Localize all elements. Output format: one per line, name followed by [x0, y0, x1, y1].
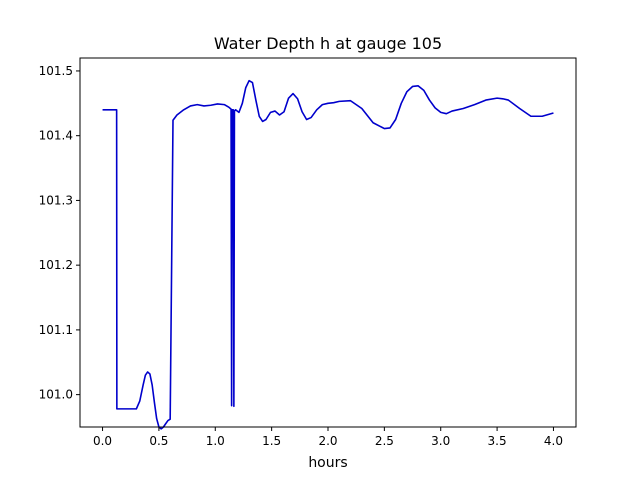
x-tick-label: 2.5: [375, 434, 394, 448]
axes-frame: [79, 57, 577, 428]
y-tick-label: 101.0: [39, 388, 73, 402]
y-tick-label: 101.4: [39, 129, 73, 143]
x-tick-label: 3.5: [488, 434, 507, 448]
chart-title: Water Depth h at gauge 105: [214, 34, 442, 53]
y-tick-label: 101.2: [39, 258, 73, 272]
y-tick-label: 101.5: [39, 64, 73, 78]
y-tick-label: 101.1: [39, 323, 73, 337]
x-axis-label: hours: [308, 455, 347, 471]
x-tick-label: 1.5: [262, 434, 281, 448]
x-tick-label: 1.0: [206, 434, 225, 448]
x-tick-label: 0.0: [93, 434, 112, 448]
x-tick-label: 3.0: [431, 434, 450, 448]
x-axis-ticks: 0.0 0.5 1.0 1.5 2.0 2.5 3.0 3.5 4.0: [93, 427, 563, 448]
y-axis-ticks: 101.0 101.1 101.2 101.3 101.4 101.5: [39, 64, 80, 402]
series-line: [102, 79, 554, 430]
y-tick-label: 101.3: [39, 193, 73, 207]
x-tick-label: 0.5: [149, 434, 168, 448]
x-tick-label: 4.0: [544, 434, 563, 448]
series-layer: [102, 79, 554, 430]
x-tick-label: 2.0: [318, 434, 337, 448]
